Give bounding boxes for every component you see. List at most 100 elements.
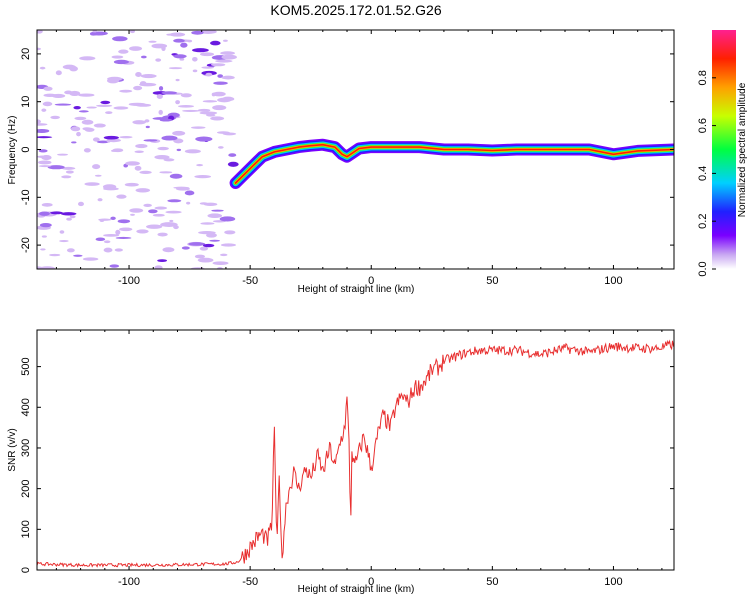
noise-blob (182, 109, 200, 112)
noise-blob (92, 164, 101, 170)
noise-blob (69, 66, 78, 72)
noise-blob (115, 236, 132, 239)
noise-blob (154, 265, 163, 269)
noise-blob (82, 257, 99, 261)
noise-blob (109, 264, 120, 268)
noise-blob (78, 93, 95, 97)
noise-blob (169, 173, 183, 179)
noise-blob (38, 211, 50, 216)
noise-blob (212, 91, 226, 97)
noise-blob (105, 111, 113, 114)
noise-blob (83, 148, 91, 153)
noise-blob (157, 146, 169, 151)
noise-blob (211, 209, 224, 212)
noise-blob (169, 219, 174, 223)
spectrogram-y-tick-label: 10 (20, 96, 32, 108)
noise-blob (86, 106, 97, 109)
noise-blob (181, 246, 190, 250)
noise-blob (70, 126, 81, 132)
noise-blob (135, 103, 152, 107)
noise-blob (202, 100, 218, 103)
noise-blob (221, 75, 235, 80)
noise-blob (114, 248, 123, 252)
noise-blob (228, 153, 237, 157)
noise-blob (155, 58, 162, 62)
snr-frame (36, 329, 675, 571)
noise-blob (175, 78, 180, 82)
noise-blob (92, 137, 100, 142)
noise-blob (180, 93, 192, 98)
noise-blob (202, 243, 215, 248)
colorbar-label: Normalized spectral amplitude (737, 82, 748, 217)
snr-y-label: SNR (v/v) (7, 428, 18, 471)
noise-blob (112, 36, 128, 42)
noise-blob (42, 101, 53, 107)
spectrogram-x-tick-label: 50 (486, 275, 498, 287)
noise-blob (124, 182, 139, 187)
noise-blob (156, 94, 163, 99)
spectrogram-y-label: Frequency (Hz) (7, 116, 18, 185)
noise-blob (212, 261, 229, 265)
noise-blob (215, 59, 233, 63)
noise-blob (39, 266, 56, 269)
noise-blob (151, 43, 168, 49)
noise-blob (195, 136, 213, 142)
snr-y-tick-label: 100 (20, 520, 32, 538)
noise-blob (129, 46, 143, 51)
noise-blob (154, 154, 170, 160)
noise-blob (200, 222, 215, 225)
noise-blob (79, 56, 96, 61)
ridge-layer-5 (234, 143, 674, 184)
noise-blob (165, 210, 182, 214)
spectrogram-x-tick-label: -50 (242, 275, 258, 287)
noise-blob (186, 201, 191, 205)
noise-blob (103, 247, 113, 253)
noise-blob (37, 136, 53, 139)
noise-blob (199, 202, 209, 205)
noise-blob (139, 81, 147, 86)
noise-blob (84, 127, 95, 132)
noise-blob (93, 123, 106, 128)
snr-x-tick-label: -50 (242, 576, 258, 588)
noise-blob (113, 59, 129, 65)
noise-blob (192, 48, 209, 53)
noise-blob (217, 74, 224, 78)
noise-blob (129, 208, 144, 213)
chart-title: KOM5.2025.172.01.52.G26 (270, 2, 441, 18)
noise-blob (161, 91, 178, 95)
noise-blob (132, 120, 147, 125)
noise-blob (125, 161, 140, 166)
noise-blob (188, 242, 206, 246)
noise-blob (173, 186, 190, 189)
noise-blob (92, 30, 97, 33)
noise-blob (184, 190, 195, 196)
snr-x-tick-label: -100 (118, 576, 140, 588)
noise-blob (217, 146, 224, 149)
noise-blob (194, 254, 206, 259)
noise-blob (158, 109, 163, 115)
noise-blob (107, 76, 123, 81)
noise-blob (143, 203, 152, 207)
noise-blob (117, 219, 131, 224)
noise-blob (212, 105, 227, 111)
noise-blob (135, 188, 151, 193)
noise-blob (197, 108, 211, 112)
snr-y-tick-label: 200 (20, 479, 32, 497)
snr-y-tick-label: 400 (20, 398, 32, 416)
noise-blob (192, 69, 198, 73)
spectrogram-x-tick-label: 0 (368, 275, 374, 287)
noise-blob (213, 81, 228, 85)
snr-x-tick-label: 100 (604, 576, 622, 588)
spectrogram-x-ticks: -100 -50 0 50 100 (55, 30, 663, 287)
noise-blob (157, 259, 168, 262)
colorbar-tick-label: 0.6 (697, 118, 709, 133)
noise-blob (69, 215, 76, 219)
noise-blob (98, 218, 112, 221)
noise-blob (66, 248, 75, 253)
noise-blob (37, 123, 48, 126)
noise-blob (136, 229, 149, 234)
noise-blob (41, 155, 52, 161)
noise-blob (56, 153, 69, 156)
noise-blob (220, 51, 236, 55)
